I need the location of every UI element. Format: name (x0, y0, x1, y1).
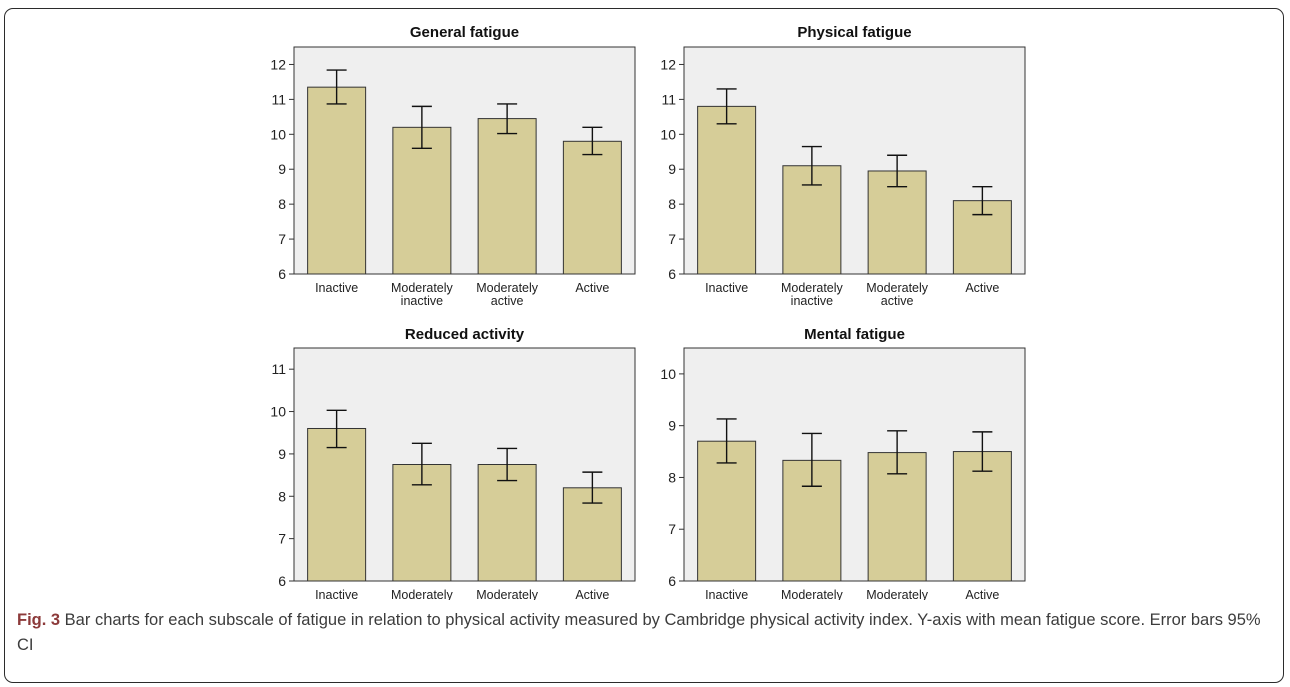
y-tick-label: 12 (270, 56, 286, 72)
figure-label: Fig. 3 (17, 611, 61, 629)
bar (562, 140, 622, 275)
figure-charts: General fatigue 6 7 8 9 10 11 12 Inactive Moderat… (270, 24, 1026, 600)
y-tick-label: 12 (660, 56, 676, 72)
y-tick-label: 8 (278, 196, 286, 212)
y-tick-label: 10 (660, 366, 676, 382)
bar (307, 86, 367, 275)
y-tick-label: 6 (278, 266, 286, 282)
y-tick-label: 7 (278, 231, 286, 247)
bar (697, 440, 757, 582)
y-tick-label: 9 (668, 418, 676, 434)
bar (867, 170, 927, 275)
category-label: Active (575, 588, 609, 600)
category-label: Inactive (705, 281, 748, 295)
y-tick-label: 8 (278, 488, 286, 504)
category-label: Active (965, 588, 999, 600)
y-tick-label: 9 (278, 446, 286, 462)
chart-panel-1: General fatigue 6 7 8 9 10 11 12 Inactive Moderat… (270, 24, 636, 308)
bar (392, 126, 452, 275)
category-label: Active (965, 281, 999, 295)
y-tick-label: 9 (668, 161, 676, 177)
y-tick-label: 6 (278, 573, 286, 589)
bar (477, 118, 537, 275)
category-label: Inactive (315, 281, 358, 295)
y-tick-label: 11 (271, 91, 286, 107)
chart-title: Reduced activity (405, 326, 525, 343)
y-tick-label: 10 (660, 126, 676, 142)
bar (307, 427, 367, 582)
bar (477, 464, 537, 582)
category-label: Inactive (315, 588, 358, 600)
y-tick-label: 10 (270, 404, 286, 420)
y-tick-label: 6 (668, 266, 676, 282)
category-label: Inactive (705, 588, 748, 600)
y-tick-label: 11 (661, 91, 676, 107)
chart-panel-3: Reduced activity 6 7 8 9 10 11 Inactive Moderate… (270, 326, 636, 600)
category-label: Active (575, 281, 609, 295)
y-tick-label: 11 (271, 361, 286, 377)
y-tick-label: 10 (270, 126, 286, 142)
y-tick-label: 6 (668, 573, 676, 589)
y-tick-label: 7 (668, 521, 676, 537)
y-tick-label: 9 (278, 161, 286, 177)
chart-title: Physical fatigue (797, 24, 911, 41)
bar (697, 105, 757, 275)
chart-panel-4: Mental fatigue 6 7 8 9 10 Inactive Moderatelyin… (660, 326, 1026, 600)
y-tick-label: 7 (278, 531, 286, 547)
y-tick-label: 7 (668, 231, 676, 247)
chart-title: General fatigue (410, 24, 519, 41)
y-tick-label: 8 (668, 196, 676, 212)
y-tick-label: 8 (668, 469, 676, 485)
bar (952, 451, 1012, 582)
figure-caption: Fig. 3 Bar charts for each subscale of f… (17, 608, 1272, 658)
chart-panel-2: Physical fatigue 6 7 8 9 10 11 12 Inactive Modera… (660, 24, 1026, 308)
caption-text: Bar charts for each subscale of fatigue … (17, 611, 1261, 654)
chart-title: Mental fatigue (804, 326, 905, 343)
figure-frame (4, 8, 1284, 683)
